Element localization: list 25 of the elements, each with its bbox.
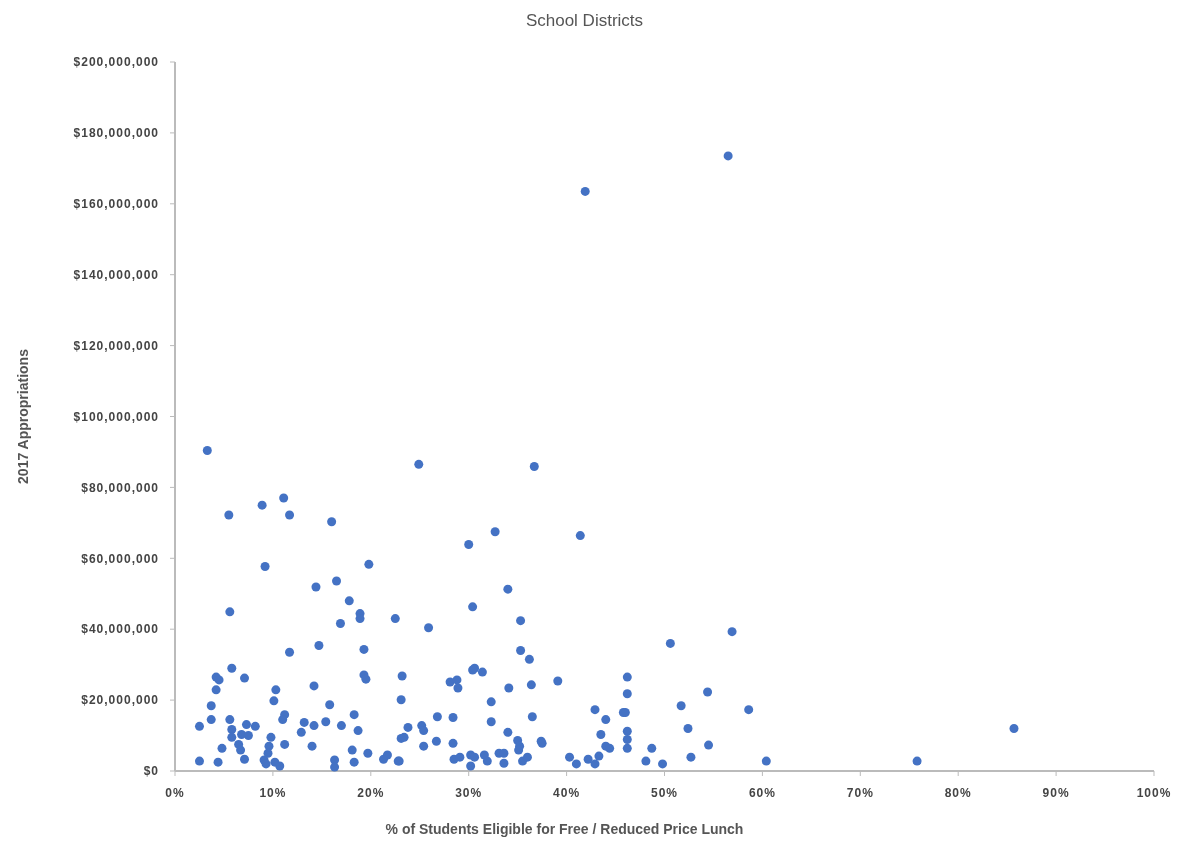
- y-tick-label: $140,000,000: [73, 267, 159, 282]
- y-tick-label: $180,000,000: [73, 126, 159, 141]
- y-tick-label: $200,000,000: [73, 55, 159, 70]
- x-tick-label: 60%: [748, 786, 776, 800]
- x-tick-label: 50%: [650, 786, 679, 800]
- y-tick-label: $80,000,000: [81, 480, 159, 495]
- y-tick-label: $20,000,000: [81, 693, 159, 708]
- x-tick-label: 10%: [259, 786, 287, 800]
- x-tick-label: 80%: [944, 786, 972, 800]
- y-tick-label: $0: [143, 764, 159, 779]
- y-tick-label: $40,000,000: [81, 622, 159, 637]
- y-tick-label: $100,000,000: [73, 409, 159, 424]
- y-tick-label: $160,000,000: [73, 197, 159, 211]
- x-tick-label: 70%: [846, 786, 874, 800]
- chart-title: School Districts: [525, 11, 644, 30]
- x-axis-title: % of Students Eligible for Free / Reduced Price Lunch: [385, 821, 744, 837]
- y-tick-label: $120,000,000: [73, 338, 159, 353]
- x-tick-label: 90%: [1042, 786, 1070, 800]
- x-tick-label: 40%: [553, 786, 581, 800]
- x-tick-label: 30%: [455, 786, 483, 800]
- x-tick-label: 100%: [1136, 786, 1172, 800]
- x-tick-label: 0%: [165, 786, 185, 800]
- y-axis-title: 2017 Appropriations: [15, 348, 31, 484]
- x-tick-label: 20%: [357, 786, 385, 800]
- y-tick-label: $60,000,000: [81, 551, 159, 566]
